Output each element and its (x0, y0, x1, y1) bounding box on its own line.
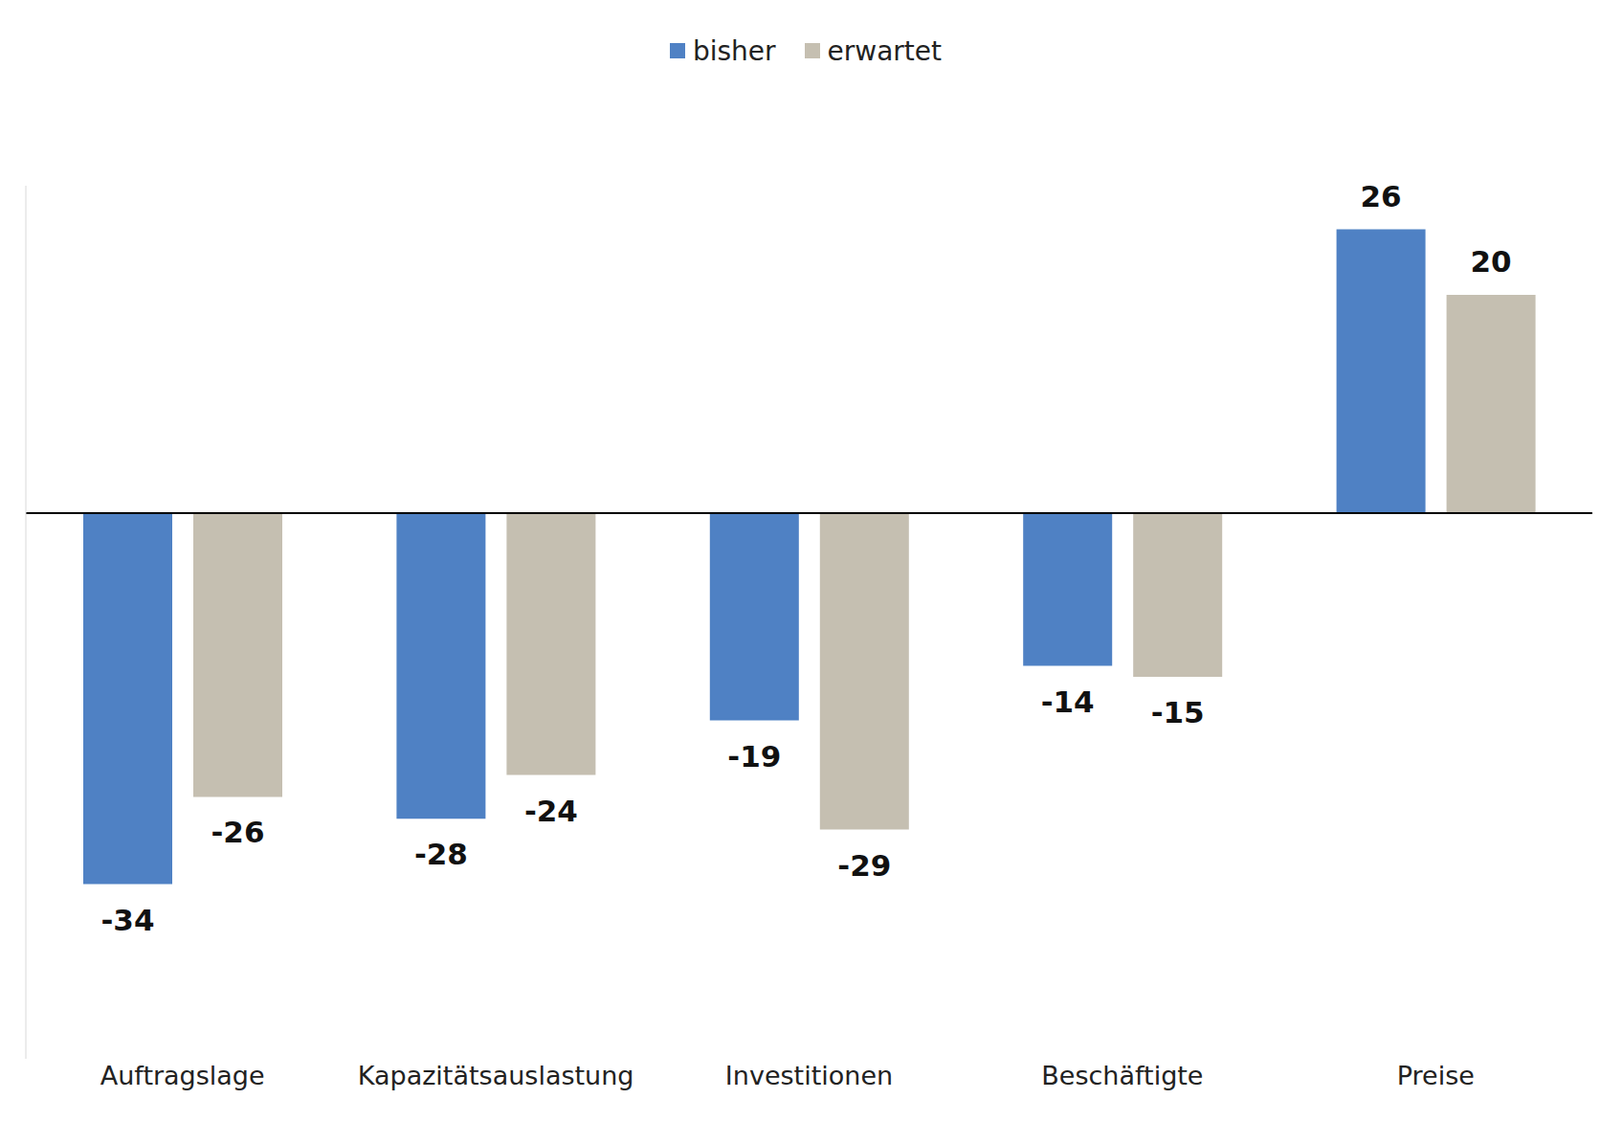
svg-text:-26: -26 (210, 814, 265, 849)
svg-text:-14: -14 (1041, 684, 1095, 719)
html-text:bisher: bisher (692, 34, 776, 67)
svg-text:Beschäftigte: Beschäftigte (1041, 1060, 1203, 1090)
svg-text:-24: -24 (524, 793, 578, 828)
svg-text:Kapazitätsauslastung: Kapazitätsauslastung (357, 1060, 635, 1090)
svg-text:Auftragslage: Auftragslage (100, 1060, 266, 1090)
svg-text:Preise: Preise (1397, 1060, 1475, 1090)
svg-text:26: 26 (1360, 178, 1402, 214)
svg-text:Investitionen: Investitionen (725, 1060, 893, 1090)
svg-text:20: 20 (1470, 244, 1512, 279)
svg-text:-19: -19 (727, 738, 781, 774)
svg-text:-28: -28 (414, 836, 468, 871)
svg-text:-29: -29 (837, 847, 891, 883)
svg-text:-15: -15 (1151, 694, 1205, 730)
html-text:erwartet: erwartet (827, 34, 942, 67)
svg-text:-34: -34 (100, 902, 155, 937)
